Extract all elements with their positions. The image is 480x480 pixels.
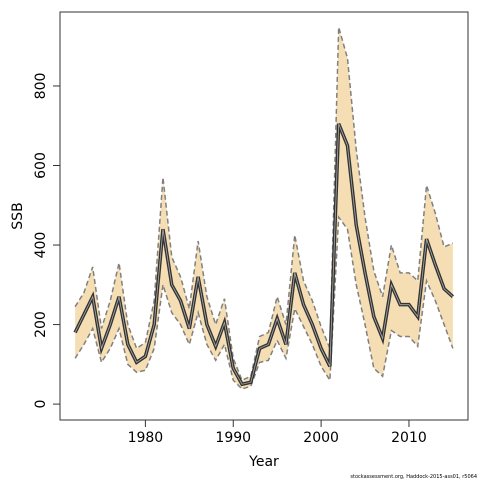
y-tick-label: 0 bbox=[33, 400, 49, 409]
x-axis-label: Year bbox=[248, 454, 279, 470]
footnote: stockassessment.org, Haddock-2015-ass01,… bbox=[350, 474, 477, 480]
y-tick-label: 800 bbox=[33, 73, 49, 100]
x-tick-label: 1980 bbox=[128, 430, 164, 446]
y-tick-label: 400 bbox=[33, 232, 49, 259]
bound-line bbox=[74, 215, 454, 390]
y-axis-label: SSB bbox=[10, 202, 26, 229]
bound-line bbox=[74, 26, 454, 382]
y-tick-label: 600 bbox=[33, 152, 49, 179]
estimate-line-inner bbox=[74, 123, 454, 385]
x-tick-label: 1990 bbox=[215, 430, 251, 446]
y-tick-label: 200 bbox=[33, 311, 49, 338]
x-tick-label: 2010 bbox=[391, 430, 427, 446]
plot-frame bbox=[59, 11, 469, 421]
confidence-band bbox=[75, 27, 453, 389]
x-tick-label: 2000 bbox=[303, 430, 339, 446]
